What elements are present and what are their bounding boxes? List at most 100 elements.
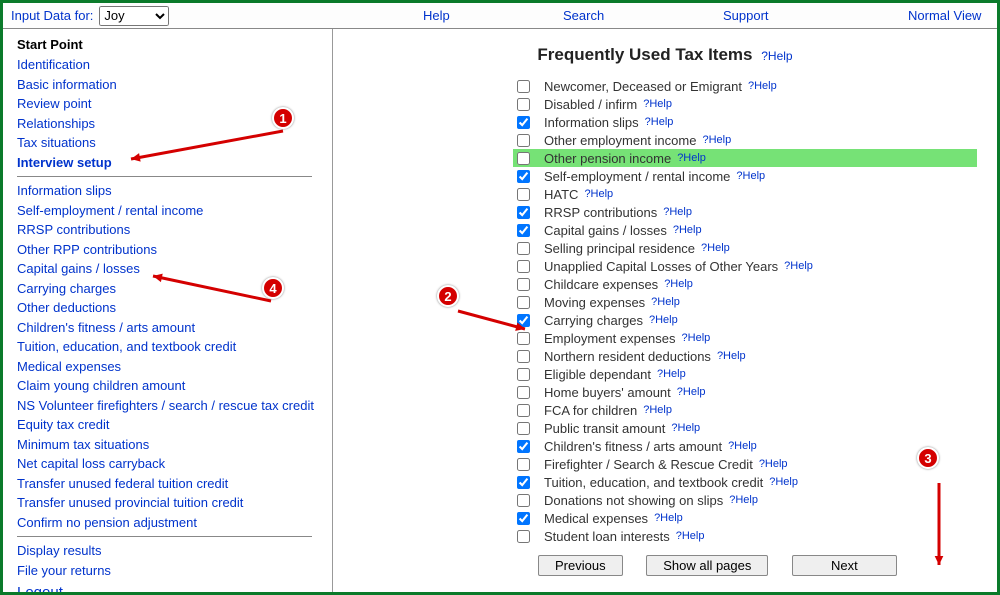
sidebar-item[interactable]: Tax situations — [17, 133, 96, 153]
sidebar-item[interactable]: Transfer unused federal tuition credit — [17, 474, 228, 494]
sidebar-item[interactable]: File your returns — [17, 561, 111, 581]
tax-item-checkbox[interactable] — [517, 386, 530, 399]
help-link[interactable]: ?Help — [761, 49, 792, 63]
help-link[interactable]: ?Help — [651, 296, 680, 308]
sidebar-item[interactable]: Review point — [17, 94, 91, 114]
sidebar-item[interactable]: Equity tax credit — [17, 415, 110, 435]
tax-item-checkbox[interactable] — [517, 512, 530, 525]
help-link[interactable]: ?Help — [663, 206, 692, 218]
tax-item-checkbox[interactable] — [517, 242, 530, 255]
tax-item-checkbox[interactable] — [517, 98, 530, 111]
tax-item-checkbox[interactable] — [517, 404, 530, 417]
tax-item-checkbox[interactable] — [517, 188, 530, 201]
tax-item-checkbox[interactable] — [517, 116, 530, 129]
tax-item-checkbox[interactable] — [517, 224, 530, 237]
help-link[interactable]: ?Help — [769, 476, 798, 488]
help-link[interactable]: ?Help — [728, 440, 757, 452]
topbar-search-link[interactable]: Search — [563, 8, 604, 23]
tax-item-checkbox[interactable] — [517, 440, 530, 453]
sidebar-item[interactable]: Confirm no pension adjustment — [17, 513, 197, 533]
tax-item-checkbox[interactable] — [517, 80, 530, 93]
help-link[interactable]: ?Help — [677, 152, 706, 164]
topbar-help-link[interactable]: Help — [423, 8, 450, 23]
sidebar-item[interactable]: NS Volunteer firefighters / search / res… — [17, 396, 314, 416]
sidebar-item[interactable]: Other deductions — [17, 298, 116, 318]
help-link[interactable]: ?Help — [759, 458, 788, 470]
person-select[interactable]: Joy — [99, 6, 169, 26]
help-link[interactable]: ?Help — [729, 494, 758, 506]
tax-item-checkbox[interactable] — [517, 314, 530, 327]
sidebar-item[interactable]: Transfer unused provincial tuition credi… — [17, 493, 243, 513]
sidebar-item[interactable]: Carrying charges — [17, 279, 116, 299]
sidebar-item[interactable]: Relationships — [17, 114, 95, 134]
tax-item-row: Home buyers' amount?Help — [513, 383, 977, 401]
tax-item-checkbox[interactable] — [517, 458, 530, 471]
next-button[interactable]: Next — [792, 555, 897, 576]
topbar-normal-view-link[interactable]: Normal View — [908, 8, 981, 23]
tax-item-label: Public transit amount — [544, 421, 665, 436]
tax-item-label: Newcomer, Deceased or Emigrant — [544, 79, 742, 94]
tax-item-checkbox[interactable] — [517, 368, 530, 381]
sidebar-item[interactable]: Tuition, education, and textbook credit — [17, 337, 236, 357]
tax-item-label: Moving expenses — [544, 295, 645, 310]
help-link[interactable]: ?Help — [671, 422, 700, 434]
help-link[interactable]: ?Help — [664, 278, 693, 290]
sidebar-item[interactable]: Claim young children amount — [17, 376, 185, 396]
logout-link[interactable]: Logout — [17, 584, 322, 592]
help-link[interactable]: ?Help — [649, 314, 678, 326]
sidebar-item[interactable]: Display results — [17, 541, 102, 561]
previous-button[interactable]: Previous — [538, 555, 623, 576]
tax-item-checkbox[interactable] — [517, 494, 530, 507]
tax-item-row: Carrying charges?Help — [513, 311, 977, 329]
help-link[interactable]: ?Help — [673, 224, 702, 236]
tax-item-row: Public transit amount ?Help — [513, 419, 977, 437]
sidebar-item[interactable]: Medical expenses — [17, 357, 121, 377]
tax-item-checkbox[interactable] — [517, 260, 530, 273]
help-link[interactable]: ?Help — [702, 134, 731, 146]
sidebar-item[interactable]: Basic information — [17, 75, 117, 95]
tax-item-checkbox[interactable] — [517, 476, 530, 489]
help-link[interactable]: ?Help — [682, 332, 711, 344]
tax-item-label: Other pension income — [544, 151, 671, 166]
sidebar-item[interactable]: Minimum tax situations — [17, 435, 149, 455]
sidebar-item[interactable]: Other RPP contributions — [17, 240, 157, 260]
help-link[interactable]: ?Help — [677, 386, 706, 398]
help-link[interactable]: ?Help — [676, 530, 705, 542]
help-link[interactable]: ?Help — [643, 404, 672, 416]
tax-item-checkbox[interactable] — [517, 422, 530, 435]
tax-item-checkbox[interactable] — [517, 134, 530, 147]
tax-item-row: Disabled / infirm?Help — [513, 95, 977, 113]
tax-item-label: Other employment income — [544, 133, 696, 148]
help-link[interactable]: ?Help — [736, 170, 765, 182]
show-all-pages-button[interactable]: Show all pages — [646, 555, 768, 576]
sidebar-item[interactable]: Net capital loss carryback — [17, 454, 165, 474]
sidebar-item[interactable]: Capital gains / losses — [17, 259, 140, 279]
help-link[interactable]: ?Help — [657, 368, 686, 380]
sidebar-item[interactable]: Information slips — [17, 181, 112, 201]
help-link[interactable]: ?Help — [584, 188, 613, 200]
tax-item-checkbox[interactable] — [517, 530, 530, 543]
help-link[interactable]: ?Help — [748, 80, 777, 92]
tax-item-label: Capital gains / losses — [544, 223, 667, 238]
tax-item-checkbox[interactable] — [517, 350, 530, 363]
sidebar-item[interactable]: Identification — [17, 55, 90, 75]
help-link[interactable]: ?Help — [717, 350, 746, 362]
help-link[interactable]: ?Help — [784, 260, 813, 272]
sidebar-item[interactable]: Children's fitness / arts amount — [17, 318, 195, 338]
help-link[interactable]: ?Help — [645, 116, 674, 128]
tax-item-row: Donations not showing on slips?Help — [513, 491, 977, 509]
tax-item-checkbox[interactable] — [517, 332, 530, 345]
help-link[interactable]: ?Help — [643, 98, 672, 110]
tax-item-checkbox[interactable] — [517, 296, 530, 309]
tax-item-checkbox[interactable] — [517, 206, 530, 219]
tax-item-label: Unapplied Capital Losses of Other Years — [544, 259, 778, 274]
tax-item-checkbox[interactable] — [517, 152, 530, 165]
sidebar-item[interactable]: RRSP contributions — [17, 220, 130, 240]
sidebar-item[interactable]: Self-employment / rental income — [17, 201, 203, 221]
topbar-support-link[interactable]: Support — [723, 8, 769, 23]
help-link[interactable]: ?Help — [654, 512, 683, 524]
help-link[interactable]: ?Help — [701, 242, 730, 254]
sidebar-item[interactable]: Interview setup — [17, 153, 112, 173]
tax-item-checkbox[interactable] — [517, 170, 530, 183]
tax-item-checkbox[interactable] — [517, 278, 530, 291]
